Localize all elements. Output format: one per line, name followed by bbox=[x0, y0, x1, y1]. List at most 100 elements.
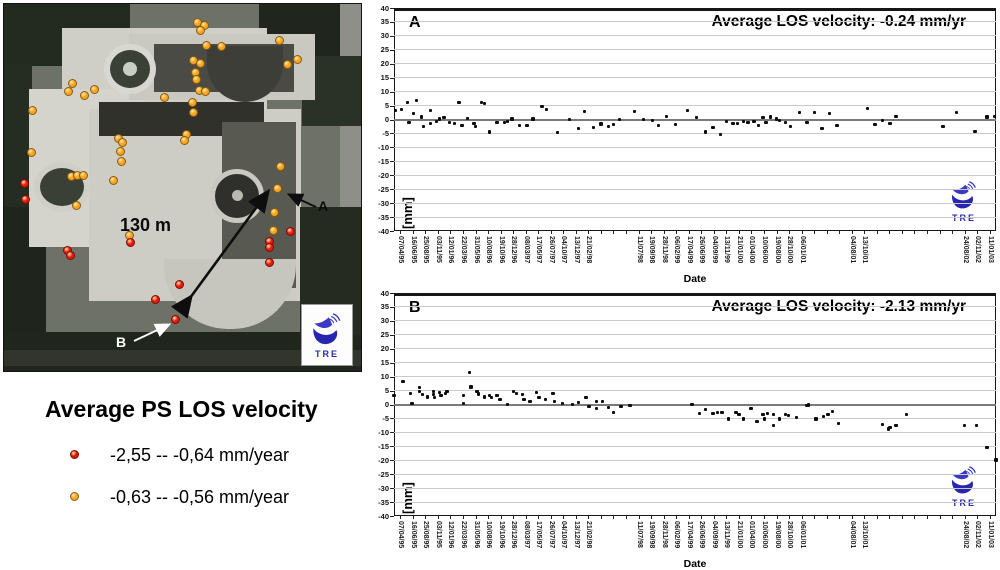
legend-item-label: -2,55 -- -0,64 mm/year bbox=[110, 445, 290, 465]
ps-point-orange bbox=[71, 200, 81, 210]
data-point bbox=[505, 402, 509, 407]
x-tick-mark bbox=[513, 231, 515, 234]
data-point bbox=[985, 115, 989, 119]
x-tick-mark bbox=[550, 516, 552, 519]
x-tick-mark bbox=[839, 231, 841, 234]
x-tick-mark bbox=[851, 516, 853, 519]
data-point bbox=[720, 410, 724, 415]
x-tick-mark bbox=[776, 231, 778, 234]
y-tick-mark bbox=[390, 474, 394, 476]
x-tick-mark bbox=[525, 516, 527, 519]
data-point bbox=[551, 392, 555, 396]
x-tick-mark bbox=[462, 231, 464, 234]
data-point bbox=[495, 120, 499, 124]
ps-point-orange bbox=[116, 156, 126, 166]
y-tick-label: 25 bbox=[380, 45, 389, 55]
y-gridline bbox=[394, 188, 996, 190]
y-gridline bbox=[394, 320, 996, 322]
data-point bbox=[480, 100, 484, 104]
ps-point-orange bbox=[67, 78, 77, 88]
y-tick-label: 30 bbox=[380, 31, 389, 41]
data-point bbox=[432, 396, 436, 400]
x-tick-mark bbox=[450, 231, 452, 234]
data-point bbox=[973, 129, 977, 134]
data-point bbox=[406, 100, 410, 104]
y-tick-mark bbox=[390, 8, 394, 9]
data-point bbox=[417, 386, 421, 390]
x-tick-label: 04/10/97 bbox=[560, 521, 568, 549]
y-tick-mark bbox=[390, 63, 394, 65]
ps-point-orange bbox=[117, 137, 127, 147]
y-gridline bbox=[394, 473, 996, 475]
ps-point-red bbox=[125, 237, 135, 247]
data-point bbox=[686, 108, 690, 112]
y-tick-label: -30 bbox=[378, 483, 389, 493]
y-tick-mark bbox=[390, 376, 394, 378]
x-tick-mark bbox=[600, 516, 602, 519]
data-point bbox=[704, 407, 708, 411]
x-tick-mark bbox=[563, 516, 565, 519]
x-tick-label: 04/08/01 bbox=[848, 236, 856, 264]
y-tick-mark bbox=[390, 460, 394, 462]
y-tick-label: -35 bbox=[378, 497, 389, 507]
x-tick-mark bbox=[525, 231, 527, 234]
x-tick-mark bbox=[613, 516, 615, 519]
data-point bbox=[762, 417, 766, 421]
data-point bbox=[755, 419, 759, 423]
x-tick-label: 11/01/03 bbox=[986, 236, 994, 263]
x-tick-mark bbox=[763, 516, 765, 519]
data-point bbox=[835, 123, 839, 127]
x-tick-mark bbox=[914, 516, 916, 519]
x-tick-label: 08/03/97 bbox=[522, 236, 530, 264]
data-point bbox=[599, 122, 603, 126]
y-tick-label: 0 bbox=[384, 400, 389, 409]
x-tick-mark bbox=[964, 516, 966, 519]
data-point bbox=[783, 120, 787, 124]
data-point bbox=[673, 122, 677, 127]
y-tick-mark bbox=[390, 147, 394, 149]
x-axis-label: Date bbox=[683, 273, 707, 285]
y-tick-mark bbox=[390, 348, 394, 350]
y-tick-mark bbox=[390, 334, 394, 336]
y-tick-label: 30 bbox=[380, 316, 389, 326]
x-tick-mark bbox=[726, 231, 728, 234]
data-point bbox=[765, 411, 769, 415]
x-tick-label: 13/10/01 bbox=[861, 521, 869, 549]
x-tick-label: 28/10/00 bbox=[786, 521, 794, 549]
x-tick-mark bbox=[437, 516, 439, 519]
map-round-tower bbox=[34, 162, 90, 212]
y-tick-label: -40 bbox=[378, 226, 389, 236]
tre-logo: TRE bbox=[301, 304, 353, 366]
data-point bbox=[576, 127, 580, 131]
x-tick-mark bbox=[500, 231, 502, 234]
x-tick-label: 06/01/01 bbox=[798, 521, 806, 549]
ps-point-orange bbox=[159, 92, 169, 102]
y-gridline bbox=[394, 160, 996, 162]
data-point bbox=[715, 410, 719, 415]
data-point bbox=[994, 458, 998, 462]
x-tick-label: 22/03/96 bbox=[459, 236, 467, 264]
y-gridline bbox=[394, 146, 996, 148]
x-tick-mark bbox=[475, 231, 477, 234]
x-tick-mark bbox=[563, 231, 565, 234]
x-tick-label: 26/07/97 bbox=[547, 521, 555, 549]
y-tick-mark bbox=[390, 231, 394, 232]
data-point bbox=[752, 119, 756, 123]
y-tick-label: 40 bbox=[380, 3, 389, 13]
x-tick-mark bbox=[688, 231, 690, 234]
data-point bbox=[465, 116, 470, 120]
x-tick-label: 24/08/02 bbox=[961, 236, 969, 264]
marker-a-arrow bbox=[286, 193, 317, 208]
data-point bbox=[495, 393, 499, 397]
data-point bbox=[794, 416, 798, 420]
y-gridline bbox=[394, 35, 996, 37]
data-point bbox=[731, 121, 735, 125]
x-tick-mark bbox=[801, 231, 803, 234]
legend-orange-dot-swatch bbox=[70, 492, 79, 501]
ps-point-orange bbox=[195, 58, 205, 68]
y-tick-mark bbox=[390, 432, 394, 434]
data-point bbox=[401, 379, 405, 383]
data-point bbox=[537, 396, 541, 400]
x-tick-label: 26/06/99 bbox=[698, 236, 706, 264]
x-tick-label: 17/05/97 bbox=[535, 521, 543, 549]
